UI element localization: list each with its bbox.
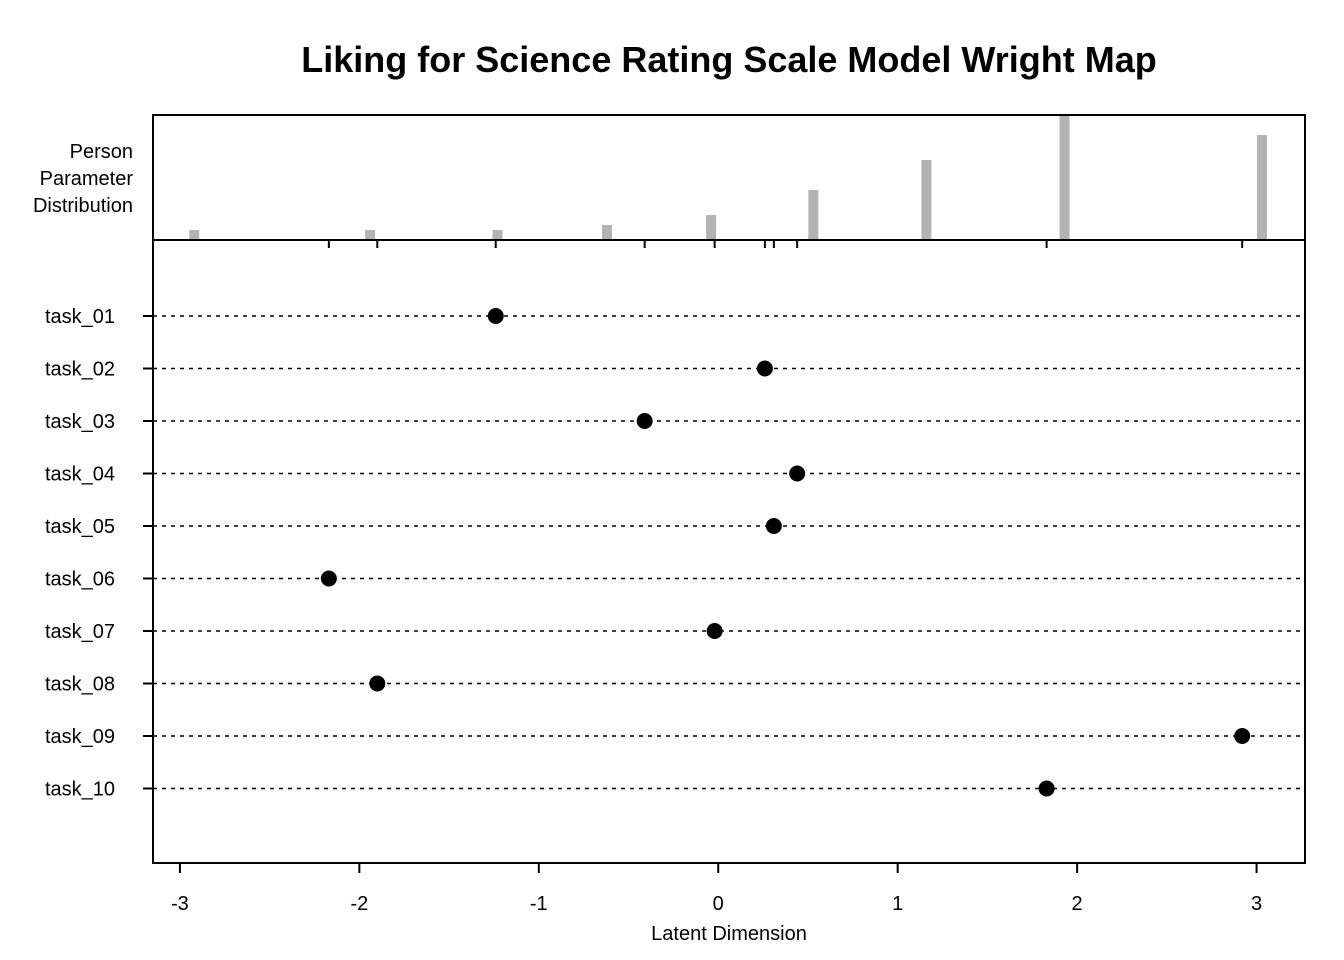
item-label: task_06 (45, 569, 115, 591)
item-labels: task_01 task_02 task_03 task_04 task_05 task_… (45, 306, 153, 801)
item-label: task_10 (45, 779, 115, 801)
item-label: task_08 (45, 674, 115, 696)
item-point (487, 308, 504, 324)
chart-title: Liking for Science Rating Scale Model Wr… (301, 39, 1156, 80)
histogram-bar (1256, 135, 1267, 240)
x-tick-label: 2 (1072, 893, 1083, 915)
histogram-label: Person Parameter Distribution (33, 141, 133, 217)
item-point (706, 623, 723, 639)
item-label: task_05 (45, 516, 115, 538)
item-location-ticks (327, 240, 1244, 248)
x-tick-label: 3 (1251, 893, 1262, 915)
person-distribution-histogram (189, 115, 1267, 240)
item-point (636, 413, 653, 429)
x-tick-label: -1 (530, 893, 548, 915)
item-point (320, 570, 337, 587)
histogram-bar (189, 230, 200, 240)
item-label: task_02 (45, 359, 115, 381)
x-tick-label: -3 (171, 893, 189, 915)
item-point (369, 675, 386, 692)
item-point (1234, 728, 1251, 744)
item-point (756, 360, 773, 377)
item-point (765, 518, 782, 534)
item-points (320, 308, 1251, 797)
item-label: task_01 (45, 306, 115, 328)
histogram-label-line: Distribution (33, 195, 133, 217)
item-point (1038, 780, 1055, 797)
histogram-bar (492, 230, 503, 240)
x-tick-label: 0 (713, 893, 724, 915)
item-label: task_07 (45, 621, 115, 643)
x-tick-label: -2 (350, 893, 368, 915)
histogram-bar (706, 215, 717, 240)
plot-frame (152, 114, 1306, 864)
item-label: task_03 (45, 411, 115, 433)
histogram-bar (601, 225, 612, 240)
histogram-label-line: Person (70, 141, 133, 163)
x-axis: -3 -2 -1 0 1 2 3 (171, 862, 1262, 915)
item-point (789, 465, 806, 482)
histogram-bar (921, 160, 932, 240)
histogram-bar (365, 230, 376, 240)
item-grid-lines (153, 315, 1305, 790)
item-label: task_09 (45, 726, 115, 748)
item-label: task_04 (45, 464, 115, 486)
histogram-bar (808, 190, 819, 240)
histogram-label-line: Parameter (40, 168, 134, 190)
x-axis-label: Latent Dimension (651, 923, 807, 945)
histogram-bar (1059, 115, 1070, 240)
x-tick-label: 1 (892, 893, 903, 915)
